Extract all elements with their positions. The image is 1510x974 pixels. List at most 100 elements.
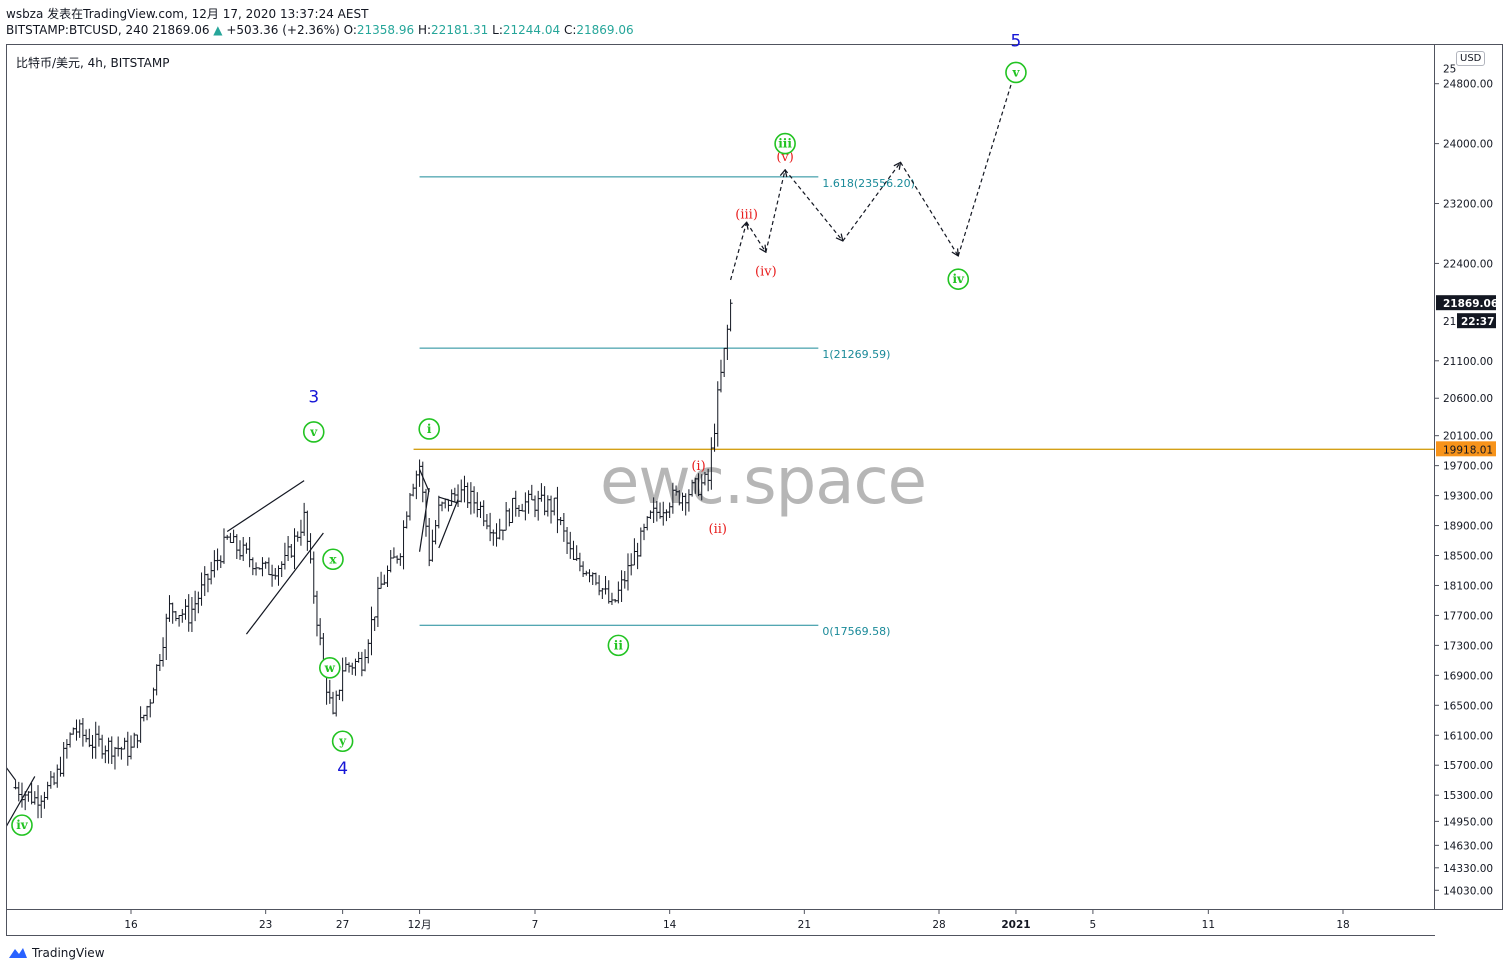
ohlc-bar: [250, 557, 255, 576]
publish-info: wsbza 发表在TradingView.com, 12月 17, 2020 1…: [6, 7, 369, 21]
ohlc-bar: [526, 490, 531, 514]
ohlc-bar: [234, 534, 239, 560]
price-tick-label: 16500.00: [1443, 700, 1493, 712]
ohlc-bar: [247, 537, 252, 568]
ohlc-bar: [523, 492, 528, 521]
ohlc-bar: [116, 736, 121, 757]
ohlc-bar: [138, 706, 143, 743]
ohlc-bar: [331, 691, 335, 715]
ohlc-bar: [629, 553, 634, 576]
wave-label-circle: [331, 730, 354, 753]
ohlc-bar: [286, 536, 291, 562]
price-tick-label: 15300.00: [1443, 790, 1493, 802]
ohlc-bar: [189, 596, 194, 632]
price-tick-label: 20100.00: [1443, 431, 1493, 443]
time-tick-label: 27: [336, 919, 349, 931]
ohlc-bar: [302, 502, 307, 536]
ohlc-bar: [603, 575, 608, 595]
ohlc-bar: [295, 531, 300, 542]
footer-branding[interactable]: TradingView: [8, 946, 105, 960]
wave-label-circle: [302, 421, 325, 443]
ohlc-bar: [170, 602, 175, 624]
ohlc-bar: [205, 573, 210, 593]
ohlc-bar: [481, 500, 486, 527]
ohlc-bar: [180, 609, 185, 623]
time-tick-label: 14: [663, 919, 677, 931]
ohlc-bar: [164, 613, 169, 661]
ohlc-bar: [112, 747, 117, 770]
wave-label: iv: [16, 818, 29, 832]
wave-label-circle: [607, 634, 630, 657]
projection-arrow: [765, 170, 785, 253]
price-change: +503.36 (+2.36%): [226, 23, 340, 37]
ohlc-bar: [375, 576, 380, 628]
wave-label: 5: [1011, 31, 1022, 51]
ohlc-bar: [622, 570, 627, 589]
ohlc-bar: [209, 561, 214, 585]
time-tick-label: 16: [124, 919, 138, 931]
ohlc-bar: [61, 742, 66, 777]
ohlc-bar: [45, 781, 50, 800]
ohlc-bar: [39, 795, 44, 819]
time-scale[interactable]: [6, 910, 1435, 936]
ohlc-bar: [87, 728, 92, 748]
wave-label: v: [1011, 65, 1020, 79]
ohlc-bar: [26, 791, 31, 802]
ohlc-bar: [674, 485, 679, 496]
ohlc-bar: [420, 461, 425, 503]
price-scale[interactable]: [1435, 44, 1503, 910]
wave-label: 3: [308, 388, 319, 408]
ohlc-bar: [241, 536, 246, 562]
wave-label: 4: [337, 759, 348, 779]
ohlc-bar: [642, 523, 647, 541]
ohlc-header: BITSTAMP:BTCUSD, 240 21869.06 ▲ +503.36 …: [6, 23, 634, 37]
ohlc-bar: [529, 484, 534, 501]
level-price-label: 19918.01: [1443, 444, 1493, 456]
last-price-header: 21869.06: [152, 23, 210, 37]
ohlc-bar: [606, 580, 611, 604]
ohlc-bar: [314, 590, 319, 637]
ohlc-bar: [468, 482, 473, 515]
price-tick-label: 25: [1443, 64, 1456, 76]
ohlc-bar: [728, 299, 733, 332]
ohlc-bar: [221, 528, 226, 564]
projection-arrow: [957, 69, 1016, 257]
wave-label: y: [338, 734, 347, 748]
wave-label: ii: [614, 638, 624, 652]
ohlc-bar: [661, 501, 666, 526]
currency-badge[interactable]: USD: [1456, 51, 1486, 66]
ohlc-bar: [488, 512, 493, 542]
time-tick-label: 12月: [408, 919, 432, 931]
ohlc-bar: [664, 509, 669, 522]
price-tick-label: 15700.00: [1443, 760, 1493, 772]
ohlc-bar: [298, 519, 303, 546]
wave-label: (ii): [709, 522, 727, 537]
ohlc-bar: [568, 531, 573, 559]
ohlc-bar: [411, 483, 416, 497]
ohlc-bar: [347, 662, 352, 673]
trend-line: [419, 469, 430, 493]
projection-arrow: [900, 162, 959, 256]
ohlc-bar: [372, 616, 377, 631]
ohlc-bar: [366, 639, 371, 664]
ohlc-bar: [722, 347, 727, 377]
ohlc-bar: [215, 548, 220, 571]
ohlc-bar: [475, 492, 480, 518]
ohlc-bar: [202, 566, 207, 597]
high-label: H:: [417, 23, 432, 37]
ohlc-bar: [273, 568, 278, 580]
ohlc-bar: [545, 495, 550, 517]
ohlc-bar: [96, 725, 101, 747]
ohlc-bar: [552, 497, 557, 516]
price-tick-label: 17700.00: [1443, 610, 1493, 622]
price-tick-label: 18100.00: [1443, 580, 1493, 592]
ohlc-bar: [536, 490, 541, 521]
price-tick-label: 24800.00: [1443, 79, 1493, 91]
ohlc-bar: [369, 606, 374, 656]
ohlc-bar: [561, 512, 566, 542]
wave-label-circle: [418, 418, 440, 440]
wave-label: (iii): [735, 208, 758, 223]
ohlc-bar: [459, 479, 464, 503]
ohlc-bar: [80, 717, 85, 747]
price-tick-label: 21: [1443, 316, 1456, 328]
